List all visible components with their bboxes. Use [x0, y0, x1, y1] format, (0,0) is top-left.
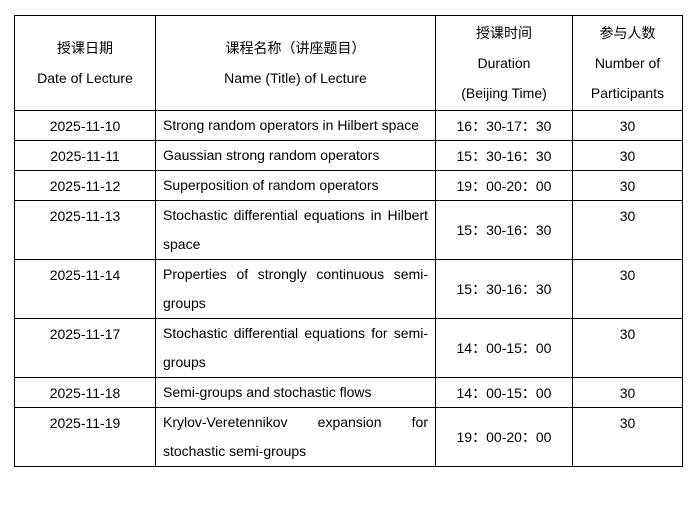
participants-cell: 30: [572, 200, 683, 260]
lecture-title-cell: Krylov-Veretennikov expansion for stocha…: [155, 407, 436, 467]
participants-cell: 30: [572, 140, 683, 171]
time-cell: 19：00-20：00: [435, 407, 573, 467]
time-cell: 16：30-17：30: [435, 110, 573, 141]
lecture-title-cell: Stochastic differential equations for se…: [155, 318, 436, 378]
column-header-date: 授课日期 Date of Lecture: [14, 15, 156, 111]
column-header-line: 参与人数: [599, 25, 656, 41]
lecture-title-cell: Superposition of random operators: [155, 170, 436, 201]
table-row: 2025-11-12 Superposition of random opera…: [14, 170, 683, 201]
date-cell: 2025-11-13: [14, 200, 156, 260]
column-header-line: Duration: [477, 55, 531, 71]
time-cell: 15：30-16：30: [435, 259, 573, 319]
time-cell: 15：30-16：30: [435, 140, 573, 171]
column-header-line: Participants: [590, 85, 665, 101]
participants-cell: 30: [572, 110, 683, 141]
date-cell: 2025-11-14: [14, 259, 156, 319]
header-row: 授课日期 Date of Lecture 课程名称（讲座题目） Name (Title…: [14, 15, 683, 111]
participants-cell: 30: [572, 318, 683, 378]
column-header-line: Name (Title) of Lecture: [224, 70, 367, 86]
column-header-line: Date of Lecture: [37, 70, 133, 86]
column-header-line: (Beijing Time): [461, 85, 547, 101]
time-cell: 19：00-20：00: [435, 170, 573, 201]
table-row: 2025-11-10 Strong random operators in Hi…: [14, 110, 683, 141]
table-row: 2025-11-19 Krylov-Veretennikov expansion…: [14, 407, 683, 467]
participants-cell: 30: [572, 407, 683, 467]
table-row: 2025-11-14 Properties of strongly contin…: [14, 259, 683, 319]
lecture-title-cell: Strong random operators in Hilbert space: [155, 110, 436, 141]
date-cell: 2025-11-18: [14, 377, 156, 408]
date-cell: 2025-11-11: [14, 140, 156, 171]
time-cell: 15：30-16：30: [435, 200, 573, 260]
table-row: 2025-11-13 Stochastic differential equat…: [14, 200, 683, 260]
date-cell: 2025-11-19: [14, 407, 156, 467]
participants-cell: 30: [572, 259, 683, 319]
lecture-title-cell: Gaussian strong random operators: [155, 140, 436, 171]
column-header-line: 授课日期: [57, 40, 113, 56]
date-cell: 2025-11-12: [14, 170, 156, 201]
lecture-title-cell: Semi-groups and stochastic flows: [155, 377, 436, 408]
lecture-title-cell: Properties of strongly continuous semi-g…: [155, 259, 436, 319]
date-cell: 2025-11-10: [14, 110, 156, 141]
date-cell: 2025-11-17: [14, 318, 156, 378]
column-header-line: Number of: [594, 55, 661, 71]
column-header-time: 授课时间 Duration (Beijing Time): [435, 15, 573, 111]
participants-cell: 30: [572, 377, 683, 408]
table-row: 2025-11-11 Gaussian strong random operat…: [14, 140, 683, 171]
time-cell: 14：00-15：00: [435, 377, 573, 408]
table-body: 2025-11-10 Strong random operators in Hi…: [14, 110, 683, 467]
participants-cell: 30: [572, 170, 683, 201]
column-header-line: 授课时间: [476, 25, 532, 41]
column-header-participants: 参与人数 Number of Participants: [572, 15, 683, 111]
column-header-line: 课程名称（讲座题目）: [225, 40, 366, 56]
table-row: 2025-11-18 Semi-groups and stochastic fl…: [14, 377, 683, 408]
table-row: 2025-11-17 Stochastic differential equat…: [14, 318, 683, 378]
column-header-name: 课程名称（讲座题目） Name (Title) of Lecture: [155, 15, 436, 111]
lecture-schedule-table: 授课日期 Date of Lecture 课程名称（讲座题目） Name (Title…: [14, 15, 683, 467]
time-cell: 14：00-15：00: [435, 318, 573, 378]
lecture-title-cell: Stochastic differential equations in Hil…: [155, 200, 436, 260]
